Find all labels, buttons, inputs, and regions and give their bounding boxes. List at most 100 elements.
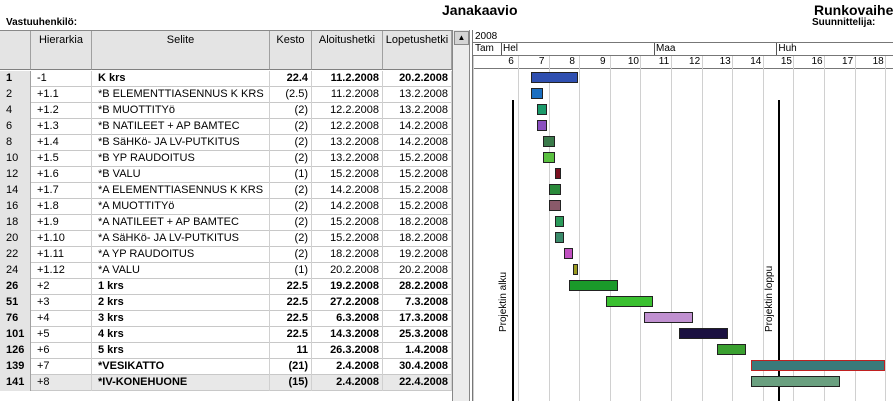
- duration-cell[interactable]: (2.5): [270, 87, 312, 103]
- table-row[interactable]: 126 +6 5 krs 11 26.3.2008 1.4.2008: [0, 343, 452, 359]
- row-number[interactable]: 4: [0, 103, 31, 119]
- table-row[interactable]: 6 +1.3 *B NATILEET + AP BAMTEC (2) 12.2.2008…: [0, 119, 452, 135]
- task-bar[interactable]: [643, 312, 693, 323]
- duration-cell[interactable]: (2): [270, 231, 312, 247]
- start-date-cell[interactable]: 6.3.2008: [312, 311, 383, 327]
- row-number[interactable]: 6: [0, 119, 31, 135]
- start-date-cell[interactable]: 13.2.2008: [312, 151, 383, 167]
- table-row[interactable]: 12 +1.6 *B VALU (1) 15.2.2008 15.2.2008: [0, 167, 452, 183]
- column-header-row-number[interactable]: [0, 31, 31, 70]
- start-date-cell[interactable]: 26.3.2008: [312, 343, 383, 359]
- duration-cell[interactable]: (2): [270, 151, 312, 167]
- description-cell[interactable]: *A NATILEET + AP BAMTEC: [92, 215, 270, 231]
- task-bar[interactable]: [750, 360, 886, 371]
- table-row[interactable]: 76 +4 3 krs 22.5 6.3.2008 17.3.2008: [0, 311, 452, 327]
- description-cell[interactable]: 2 krs: [92, 295, 270, 311]
- duration-cell[interactable]: (2): [270, 119, 312, 135]
- column-header-description[interactable]: Selite: [92, 31, 270, 70]
- task-bar[interactable]: [750, 376, 840, 387]
- table-row[interactable]: 16 +1.8 *A MUOTTITYö (2) 14.2.2008 15.2.2008: [0, 199, 452, 215]
- end-date-cell[interactable]: 25.3.2008: [383, 327, 452, 343]
- description-cell[interactable]: 5 krs: [92, 343, 270, 359]
- end-date-cell[interactable]: 15.2.2008: [383, 183, 452, 199]
- description-cell[interactable]: *B ELEMENTTIASENNUS K KRS: [92, 87, 270, 103]
- hierarchy-cell[interactable]: +6: [31, 343, 92, 359]
- task-bar[interactable]: [548, 200, 562, 211]
- hierarchy-cell[interactable]: +4: [31, 311, 92, 327]
- row-number[interactable]: 18: [0, 215, 31, 231]
- start-date-cell[interactable]: 2.4.2008: [312, 375, 383, 391]
- row-number[interactable]: 14: [0, 183, 31, 199]
- hierarchy-cell[interactable]: +1.2: [31, 103, 92, 119]
- end-date-cell[interactable]: 13.2.2008: [383, 103, 452, 119]
- duration-cell[interactable]: (2): [270, 183, 312, 199]
- end-date-cell[interactable]: 17.3.2008: [383, 311, 452, 327]
- description-cell[interactable]: 1 krs: [92, 279, 270, 295]
- duration-cell[interactable]: (2): [270, 247, 312, 263]
- table-row[interactable]: 20 +1.10 *A SäHKö- JA LV-PUTKITUS (2) 15.2.2…: [0, 231, 452, 247]
- table-row[interactable]: 14 +1.7 *A ELEMENTTIASENNUS K KRS (2) 14.2.2…: [0, 183, 452, 199]
- row-number[interactable]: 22: [0, 247, 31, 263]
- task-bar[interactable]: [536, 104, 548, 115]
- table-row[interactable]: 4 +1.2 *B MUOTTITYö (2) 12.2.2008 13.2.2008: [0, 103, 452, 119]
- start-date-cell[interactable]: 13.2.2008: [312, 135, 383, 151]
- table-row[interactable]: 51 +3 2 krs 22.5 27.2.2008 7.3.2008: [0, 295, 452, 311]
- duration-cell[interactable]: (2): [270, 103, 312, 119]
- table-row[interactable]: 139 +7 *VESIKATTO (21) 2.4.2008 30.4.2008: [0, 359, 452, 375]
- task-bar[interactable]: [717, 344, 747, 355]
- table-row[interactable]: 22 +1.11 *A YP RAUDOITUS (2) 18.2.2008 19.2.2…: [0, 247, 452, 263]
- row-number[interactable]: 12: [0, 167, 31, 183]
- hierarchy-cell[interactable]: +8: [31, 375, 92, 391]
- hierarchy-cell[interactable]: +1.6: [31, 167, 92, 183]
- row-number[interactable]: 20: [0, 231, 31, 247]
- start-date-cell[interactable]: 15.2.2008: [312, 167, 383, 183]
- row-number[interactable]: 10: [0, 151, 31, 167]
- start-date-cell[interactable]: 12.2.2008: [312, 119, 383, 135]
- start-date-cell[interactable]: 20.2.2008: [312, 263, 383, 279]
- task-bar[interactable]: [568, 280, 618, 291]
- row-number[interactable]: 101: [0, 327, 31, 343]
- task-bar[interactable]: [530, 88, 543, 99]
- end-date-cell[interactable]: 15.2.2008: [383, 199, 452, 215]
- task-grid[interactable]: Hierarkia Selite Kesto Aloitushetki Lope…: [0, 30, 452, 401]
- description-cell[interactable]: *B YP RAUDOITUS: [92, 151, 270, 167]
- duration-cell[interactable]: 22.4: [270, 71, 312, 87]
- task-bar[interactable]: [564, 248, 574, 259]
- start-date-cell[interactable]: 11.2.2008: [312, 71, 383, 87]
- hierarchy-cell[interactable]: +1.3: [31, 119, 92, 135]
- row-number[interactable]: 141: [0, 375, 31, 391]
- end-date-cell[interactable]: 19.2.2008: [383, 247, 452, 263]
- end-date-cell[interactable]: 28.2.2008: [383, 279, 452, 295]
- start-date-cell[interactable]: 14.2.2008: [312, 199, 383, 215]
- end-date-cell[interactable]: 30.4.2008: [383, 359, 452, 375]
- start-date-cell[interactable]: 14.2.2008: [312, 183, 383, 199]
- start-date-cell[interactable]: 11.2.2008: [312, 87, 383, 103]
- duration-cell[interactable]: (21): [270, 359, 312, 375]
- description-cell[interactable]: *B MUOTTITYö: [92, 103, 270, 119]
- end-date-cell[interactable]: 1.4.2008: [383, 343, 452, 359]
- row-number[interactable]: 8: [0, 135, 31, 151]
- row-number[interactable]: 16: [0, 199, 31, 215]
- table-row[interactable]: 10 +1.5 *B YP RAUDOITUS (2) 13.2.2008 15.2.20…: [0, 151, 452, 167]
- start-date-cell[interactable]: 14.3.2008: [312, 327, 383, 343]
- task-bar[interactable]: [536, 120, 548, 131]
- hierarchy-cell[interactable]: +1.8: [31, 199, 92, 215]
- hierarchy-cell[interactable]: +1.4: [31, 135, 92, 151]
- end-date-cell[interactable]: 20.2.2008: [383, 71, 452, 87]
- description-cell[interactable]: *IV-KONEHUONE: [92, 375, 270, 391]
- table-row[interactable]: 24 +1.12 *A VALU (1) 20.2.2008 20.2.2008: [0, 263, 452, 279]
- hierarchy-cell[interactable]: +1.5: [31, 151, 92, 167]
- duration-cell[interactable]: (2): [270, 135, 312, 151]
- table-row[interactable]: 2 +1.1 *B ELEMENTTIASENNUS K KRS (2.5) 11.2.…: [0, 87, 452, 103]
- start-date-cell[interactable]: 2.4.2008: [312, 359, 383, 375]
- hierarchy-cell[interactable]: +3: [31, 295, 92, 311]
- task-bar[interactable]: [678, 328, 728, 339]
- description-cell[interactable]: *A YP RAUDOITUS: [92, 247, 270, 263]
- start-date-cell[interactable]: 12.2.2008: [312, 103, 383, 119]
- end-date-cell[interactable]: 14.2.2008: [383, 135, 452, 151]
- description-cell[interactable]: *B VALU: [92, 167, 270, 183]
- end-date-cell[interactable]: 15.2.2008: [383, 167, 452, 183]
- end-date-cell[interactable]: 18.2.2008: [383, 215, 452, 231]
- end-date-cell[interactable]: 18.2.2008: [383, 231, 452, 247]
- table-row[interactable]: 18 +1.9 *A NATILEET + AP BAMTEC (2) 15.2.200…: [0, 215, 452, 231]
